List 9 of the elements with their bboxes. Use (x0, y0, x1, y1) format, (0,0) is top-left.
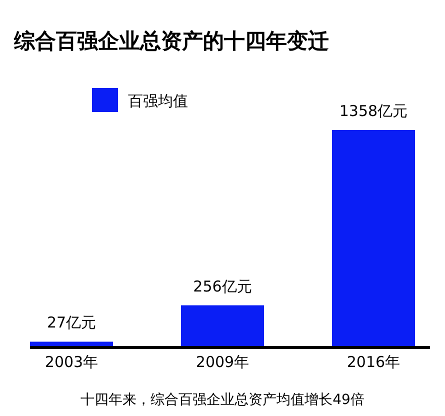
text: 十四年来，综合百强企业总资产均值增长49倍 (80, 392, 364, 408)
x-tick-label: 2003年 (44, 353, 98, 371)
legend-label: 百强均值 (128, 92, 188, 110)
data-label: 27亿元 (46, 314, 96, 332)
x-tick-label: 2009年 (196, 353, 250, 371)
data-label: 256亿元 (193, 277, 252, 296)
x-tick-label: 2016年 (346, 353, 400, 371)
chart-title: 综合百强企业总资产的十四年变迁 (13, 29, 329, 53)
data-label: 1358亿元 (339, 102, 408, 120)
